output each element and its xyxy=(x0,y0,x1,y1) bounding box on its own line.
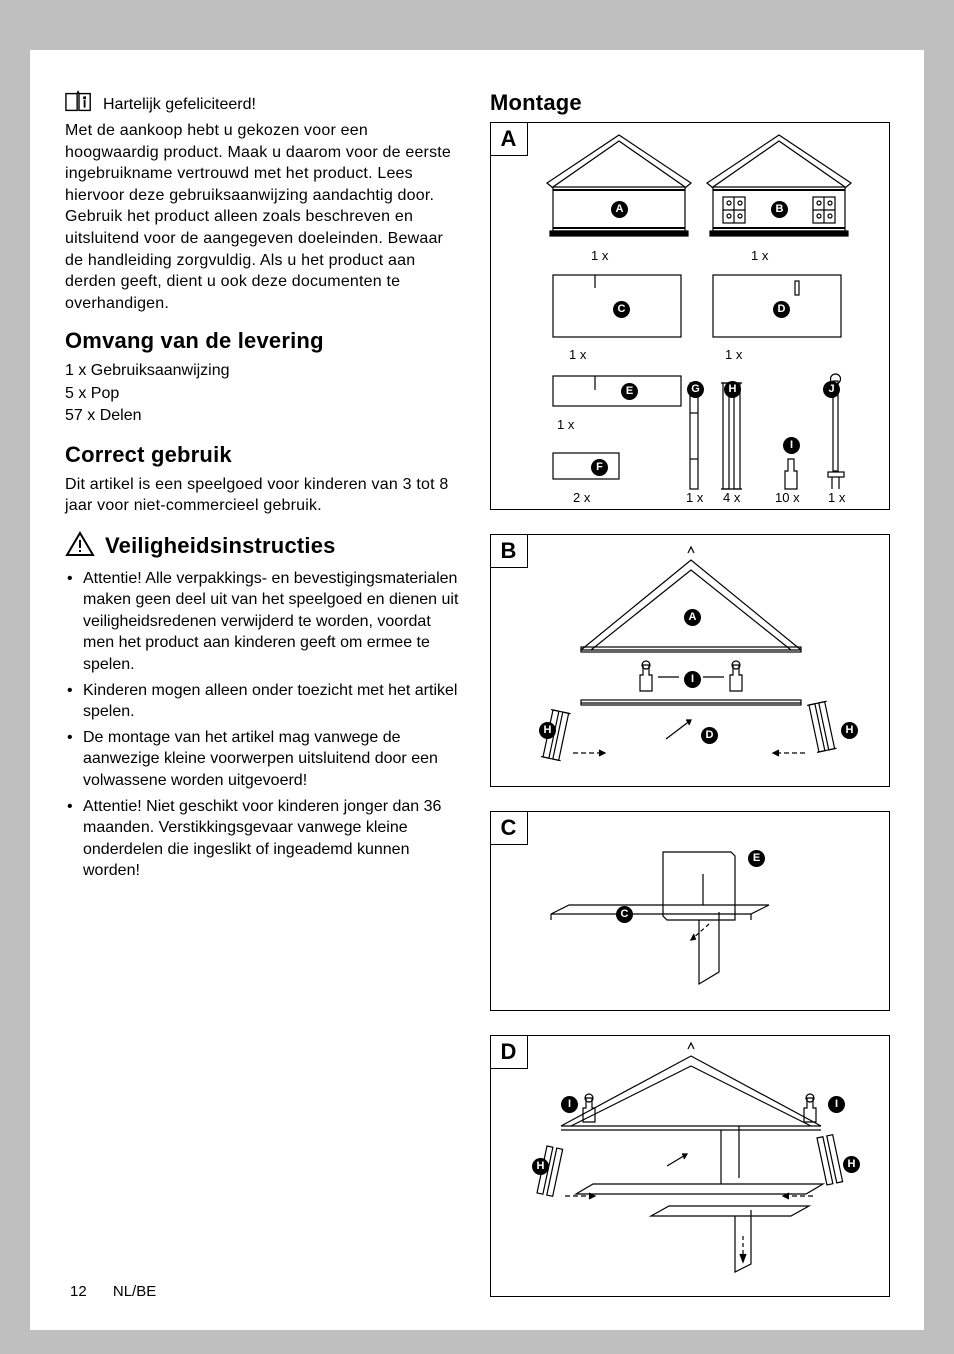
page-number: 12 xyxy=(70,1283,87,1300)
greeting-text: Hartelijk gefeliciteerd! xyxy=(103,96,256,114)
step-b-part-a: A xyxy=(684,609,701,626)
safety-item: Kinderen mogen alleen onder toezicht met… xyxy=(83,680,460,723)
step-b-part-i: I xyxy=(684,671,701,688)
safety-heading-row: Veiligheidsinstructies xyxy=(65,531,460,562)
part-label-i: I xyxy=(783,437,800,454)
step-d-part-h-l: H xyxy=(532,1158,549,1175)
safety-list: Attentie! Alle verpakkings- en bevestigi… xyxy=(65,568,460,886)
part-label-b: B xyxy=(771,201,788,218)
right-column: Montage A xyxy=(490,90,890,1300)
part-label-a: A xyxy=(611,201,628,218)
page: Hartelijk gefeliciteerd! Met de aankoop … xyxy=(30,50,924,1330)
assembly-heading: Montage xyxy=(490,90,890,116)
intro-paragraph: Met de aankoop hebt u gekozen voor een h… xyxy=(65,120,460,314)
safety-item: Attentie! Niet geschikt voor kinderen jo… xyxy=(83,796,460,882)
qty-d: 1 x xyxy=(725,347,742,362)
step-d-part-i-l: I xyxy=(561,1096,578,1113)
qty-g: 1 x xyxy=(686,490,703,505)
scope-item: 1 x Gebruiksaanwijzing xyxy=(65,360,460,382)
warning-icon xyxy=(65,531,95,562)
step-d-diagram xyxy=(491,1036,891,1298)
step-b-diagram xyxy=(491,535,891,788)
safety-item: Attentie! Alle verpakkings- en bevestigi… xyxy=(83,568,460,676)
step-d-part-i-r: I xyxy=(828,1096,845,1113)
part-label-f: F xyxy=(591,459,608,476)
use-text: Dit artikel is een speelgoed voor kinder… xyxy=(65,474,460,517)
qty-c: 1 x xyxy=(569,347,586,362)
scope-heading: Omvang van de levering xyxy=(65,328,460,354)
qty-i: 10 x xyxy=(775,490,800,505)
locale-label: NL/BE xyxy=(113,1283,156,1300)
step-c-part-c: C xyxy=(616,906,633,923)
part-label-g: G xyxy=(687,381,704,398)
step-b-part-h-l: H xyxy=(539,722,556,739)
left-column: Hartelijk gefeliciteerd! Met de aankoop … xyxy=(65,90,460,1300)
scope-item: 5 x Pop xyxy=(65,383,460,405)
step-d-part-h-r: H xyxy=(843,1156,860,1173)
step-b-part-d: D xyxy=(701,727,718,744)
assembly-step-d: D xyxy=(490,1035,890,1297)
assembly-step-c: C E C xyxy=(490,811,890,1011)
step-c-diagram xyxy=(491,812,891,1012)
assembly-step-b: B xyxy=(490,534,890,787)
use-heading: Correct gebruik xyxy=(65,442,460,468)
qty-a: 1 x xyxy=(591,248,608,263)
qty-j: 1 x xyxy=(828,490,845,505)
scope-item: 57 x Delen xyxy=(65,405,460,427)
scope-list: 1 x Gebruiksaanwijzing 5 x Pop 57 x Dele… xyxy=(65,360,460,427)
greeting-row: Hartelijk gefeliciteerd! xyxy=(65,90,460,114)
assembly-step-a: A xyxy=(490,122,890,510)
step-b-part-h-r: H xyxy=(841,722,858,739)
step-c-part-e: E xyxy=(748,850,765,867)
qty-h: 4 x xyxy=(723,490,740,505)
safety-item: De montage van het artikel mag vanwege d… xyxy=(83,727,460,792)
part-label-h: H xyxy=(724,381,741,398)
part-label-d: D xyxy=(773,301,790,318)
step-a-diagram xyxy=(491,123,891,511)
qty-f: 2 x xyxy=(573,490,590,505)
info-icon xyxy=(65,90,93,114)
part-label-c: C xyxy=(613,301,630,318)
safety-heading: Veiligheidsinstructies xyxy=(105,533,336,559)
qty-e: 1 x xyxy=(557,417,574,432)
part-label-e: E xyxy=(621,383,638,400)
qty-b: 1 x xyxy=(751,248,768,263)
part-label-j: J xyxy=(823,381,840,398)
page-footer: 12 NL/BE xyxy=(70,1283,156,1300)
